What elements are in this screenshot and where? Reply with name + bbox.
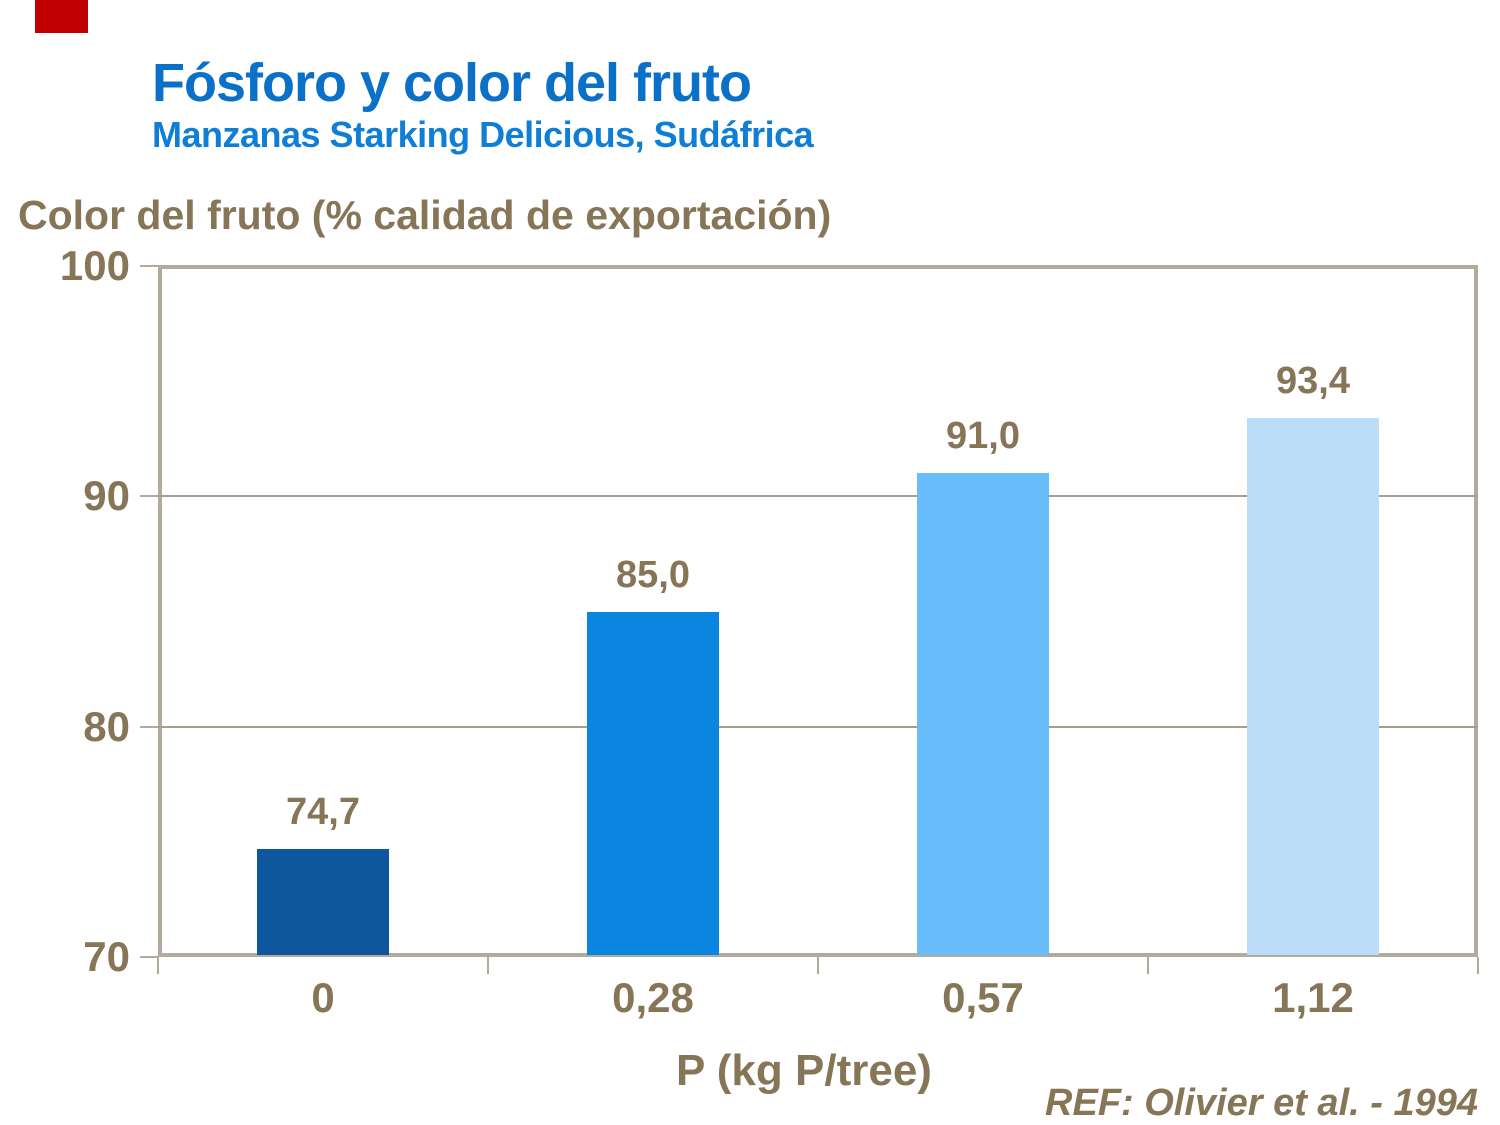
gridline-90	[158, 495, 1478, 498]
y-axis-title: Color del fruto (% calidad de exportació…	[18, 192, 832, 238]
x-tick-label-0: 0	[311, 974, 335, 1021]
bar-value-label-1: 85,0	[616, 553, 690, 596]
y-tick-label-90: 90	[83, 472, 130, 520]
y-tick-label-70: 70	[83, 933, 130, 980]
chart-title: Fósforo y color del fruto	[152, 53, 752, 113]
y-tick-label-80: 80	[83, 702, 130, 750]
y-tick-mark-100	[140, 265, 158, 267]
x-tick-mark-2	[817, 957, 819, 974]
bar-value-label-2: 91,0	[946, 415, 1020, 458]
y-tick-mark-90	[140, 495, 158, 498]
bar-value-label-0: 74,7	[286, 790, 360, 833]
corner-accent-bar	[35, 0, 88, 33]
bar-0	[257, 848, 389, 955]
bar-0,28	[587, 611, 719, 955]
x-tick-label-1: 0,28	[612, 974, 694, 1021]
chart-subtitle: Manzanas Starking Delicious, Sudáfrica	[152, 114, 814, 155]
bar-1,12	[1247, 418, 1379, 955]
x-tick-mark-3	[1147, 957, 1149, 974]
reference-text: REF: Olivier et al. - 1994	[1045, 1082, 1478, 1124]
y-tick-mark-80	[140, 725, 158, 728]
bar-0,57	[917, 473, 1049, 955]
x-tick-label-3: 1,12	[1272, 974, 1354, 1021]
x-tick-label-2: 0,57	[942, 974, 1024, 1021]
x-axis-title: P (kg P/tree)	[676, 1046, 932, 1095]
gridline-80	[158, 725, 1478, 728]
x-tick-mark-1	[487, 957, 489, 974]
y-tick-mark-70	[140, 956, 158, 958]
x-tick-mark-0	[157, 957, 159, 974]
bar-value-label-3: 93,4	[1276, 360, 1350, 403]
x-tick-mark-4	[1477, 957, 1479, 974]
y-tick-label-100: 100	[59, 242, 130, 289]
